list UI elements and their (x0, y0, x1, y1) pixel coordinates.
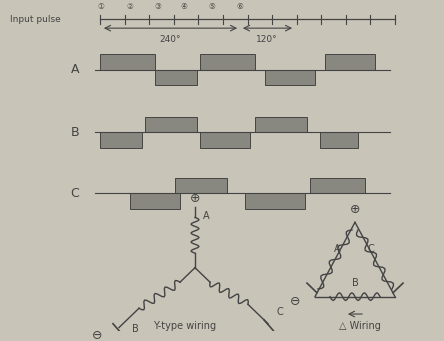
Bar (265, 70, 315, 85)
Text: ①: ① (98, 2, 104, 11)
Text: ⊖: ⊖ (92, 329, 102, 341)
Text: Y-type wiring: Y-type wiring (154, 321, 217, 331)
Bar (145, 117, 197, 132)
Bar (255, 117, 307, 132)
Text: ③: ③ (155, 2, 162, 11)
Text: ⑤: ⑤ (209, 2, 215, 11)
Text: B: B (132, 325, 139, 335)
Bar (100, 54, 155, 70)
Text: ④: ④ (181, 2, 187, 11)
Bar (200, 132, 250, 148)
Text: 120°: 120° (256, 35, 278, 44)
Bar (100, 132, 142, 148)
Bar (200, 54, 255, 70)
Text: B: B (352, 278, 358, 288)
Bar (130, 193, 180, 209)
Bar (175, 178, 227, 193)
Bar (320, 132, 358, 148)
Text: 240°: 240° (159, 35, 181, 44)
Bar (155, 70, 197, 85)
Text: C: C (276, 307, 283, 317)
Text: A: A (203, 211, 210, 222)
Text: B: B (71, 126, 79, 139)
Text: Input pulse: Input pulse (10, 15, 61, 24)
Bar (325, 54, 375, 70)
Bar (310, 178, 365, 193)
Text: C: C (71, 187, 79, 200)
Text: A: A (71, 63, 79, 76)
Text: △ Wiring: △ Wiring (339, 321, 381, 331)
Bar (245, 193, 305, 209)
Text: ⊖: ⊖ (290, 295, 300, 308)
Text: ②: ② (127, 2, 134, 11)
Text: ⊕: ⊕ (190, 192, 200, 205)
Text: C: C (368, 244, 374, 254)
Text: ⑥: ⑥ (237, 2, 243, 11)
Text: A: A (334, 244, 340, 254)
Text: ⊕: ⊕ (350, 203, 360, 216)
